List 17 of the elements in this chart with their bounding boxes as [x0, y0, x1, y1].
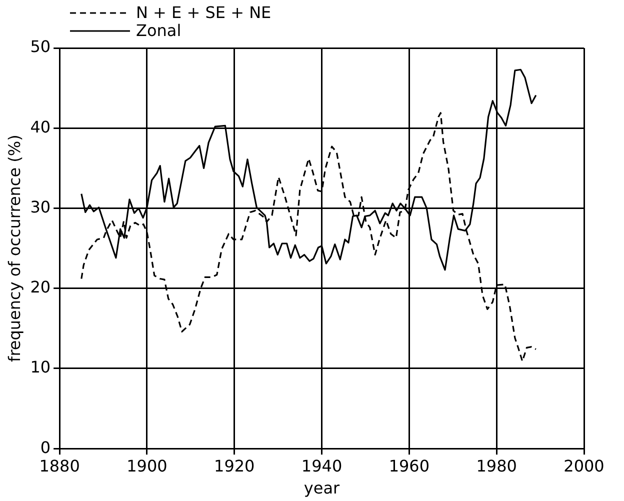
- y-tick-label: 20: [30, 278, 51, 297]
- legend-label: N + E + SE + NE: [136, 3, 272, 22]
- x-tick-label: 1880: [39, 456, 80, 476]
- y-tick-label: 50: [30, 37, 51, 56]
- x-tick-label: 1920: [214, 456, 255, 476]
- y-tick-label: 40: [30, 117, 51, 136]
- y-tick-label: 10: [30, 358, 51, 377]
- x-tick-label: 2000: [564, 456, 604, 476]
- x-tick-label: 1900: [126, 456, 168, 476]
- y-tick-label: 30: [30, 197, 51, 216]
- x-tick-label: 1980: [476, 456, 517, 476]
- x-axis-title: year: [304, 478, 340, 498]
- y-axis-title: frequency of occurrence (%): [4, 134, 24, 362]
- legend-label: Zonal: [136, 21, 182, 40]
- x-tick-label: 1960: [388, 456, 430, 476]
- y-tick-label: 0: [40, 438, 51, 457]
- x-tick-label: 1940: [301, 456, 342, 476]
